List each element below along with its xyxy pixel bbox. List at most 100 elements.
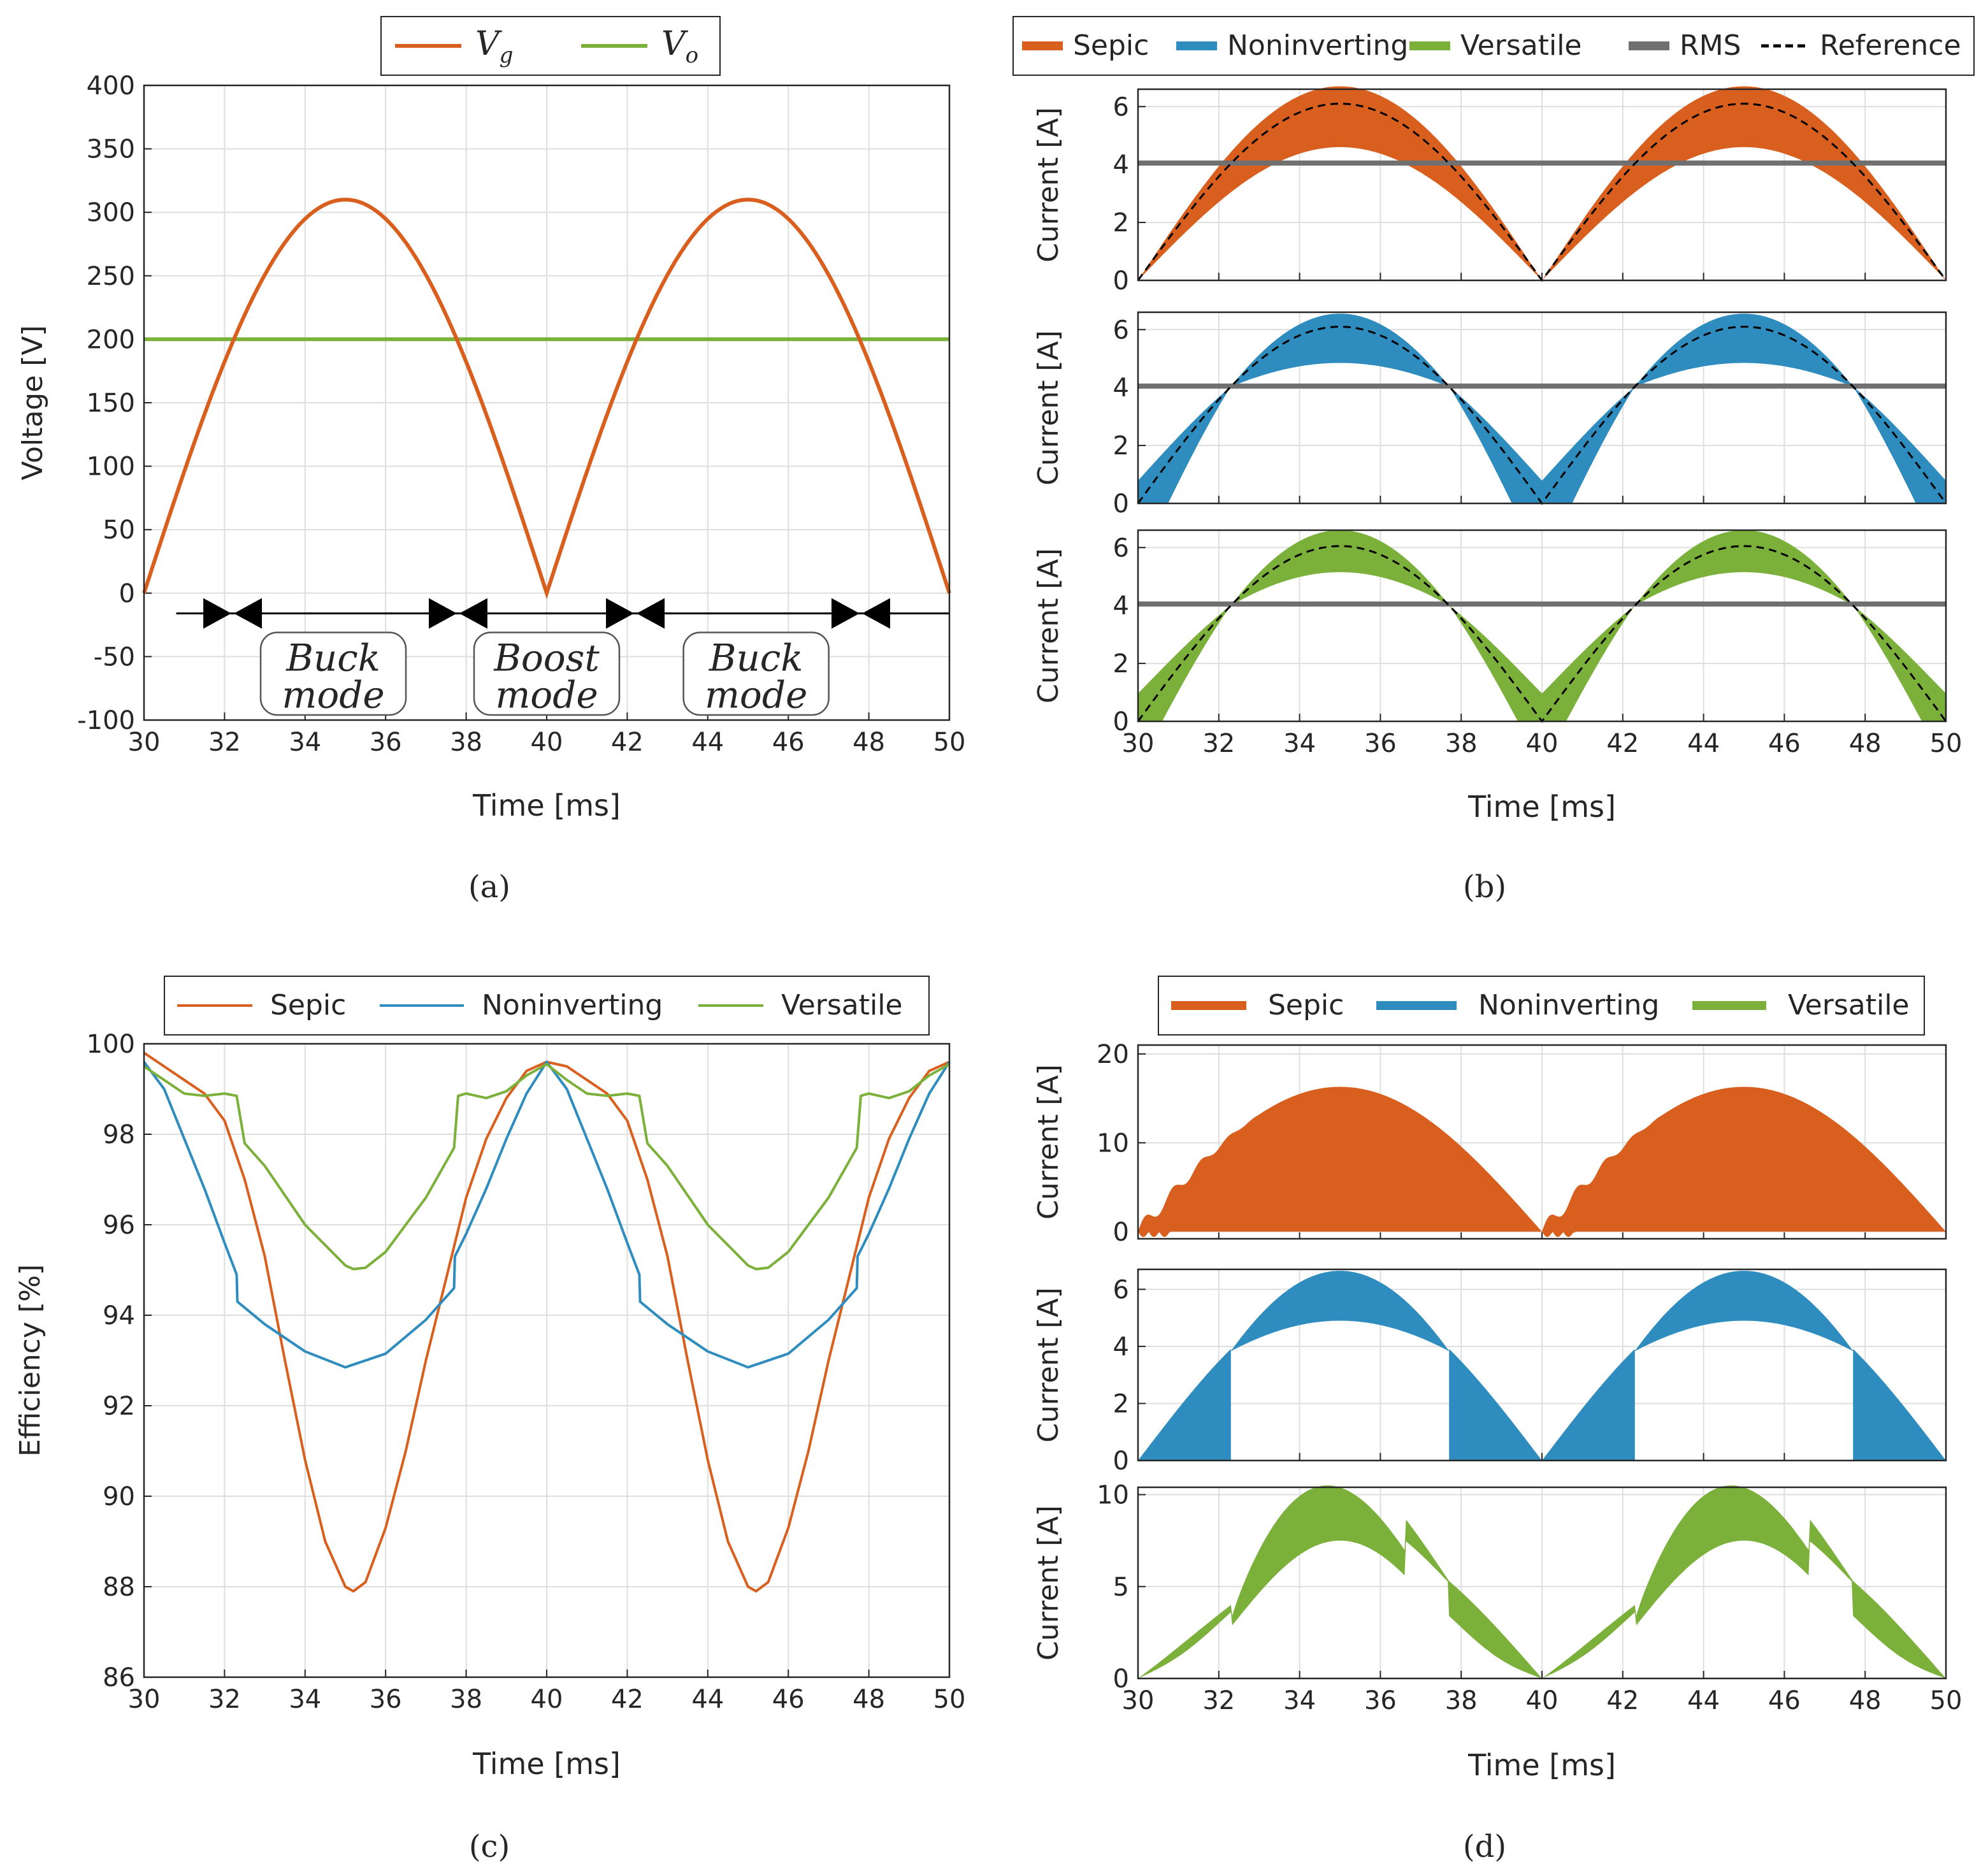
a-mode-label-box: [259, 631, 407, 716]
c-y-tick-label: 92: [103, 1392, 135, 1421]
d2-x-tick-label: 38: [1445, 1686, 1478, 1715]
d2-y-tick-label: 5: [1113, 1573, 1129, 1602]
a-x-tick-label: 46: [772, 728, 805, 757]
b0-current-band: [1542, 86, 1946, 280]
a-legend-symbol: V: [475, 25, 502, 63]
d2-x-tick-label: 30: [1122, 1686, 1155, 1715]
d1-y-tick-label: 0: [1113, 1447, 1129, 1476]
d2-x-tick-label: 42: [1606, 1686, 1639, 1715]
c-x-tick-label: 44: [691, 1685, 724, 1714]
d2-x-tick-label: 32: [1202, 1686, 1235, 1715]
a-y-tick-label: 300: [87, 198, 135, 227]
caption-b: (b): [1463, 869, 1506, 905]
d1-y-tick-label: 4: [1113, 1332, 1129, 1362]
b0-y-tick-label: 4: [1113, 150, 1129, 180]
b2-current-band: [1542, 530, 1946, 721]
c-legend-label: Noninverting: [482, 989, 663, 1021]
c-y-tick-label: 90: [103, 1482, 135, 1512]
a-mode-transition-marker: [606, 598, 665, 629]
d1-y-axis-label: Current [A]: [1032, 1287, 1065, 1443]
b1-current-band: [1542, 314, 1946, 503]
b2-x-tick-label: 38: [1445, 729, 1478, 758]
d2-x-tick-label: 44: [1687, 1686, 1720, 1715]
a-y-tick-label: -100: [77, 706, 135, 735]
a-y-tick-label: 100: [87, 452, 135, 482]
c-y-tick-label: 94: [103, 1301, 135, 1331]
b0-y-axis-label: Current [A]: [1032, 107, 1065, 263]
d0-y-tick-label: 10: [1097, 1129, 1129, 1158]
c-frame: [143, 1043, 951, 1678]
b0-y-tick-label: 0: [1113, 266, 1129, 296]
c-x-tick-label: 38: [450, 1685, 482, 1714]
b1-y-tick-label: 0: [1113, 489, 1129, 519]
a-legend-label: Vg: [475, 25, 513, 68]
c-y-tick-label: 86: [103, 1663, 135, 1692]
b2-y-tick-label: 2: [1113, 649, 1129, 679]
b2-x-tick-label: 42: [1606, 729, 1639, 758]
b2-x-tick-label: 48: [1849, 729, 1882, 758]
c-x-axis-label: Time [ms]: [472, 1747, 621, 1781]
d2-current-band: [1138, 1485, 1542, 1678]
caption-a: (a): [468, 869, 510, 905]
a-x-tick-label: 32: [208, 728, 241, 757]
d2-x-tick-label: 50: [1930, 1686, 1963, 1715]
c-x-tick-label: 46: [772, 1685, 805, 1714]
b-legend-label: Reference: [1820, 29, 1961, 62]
d2-x-tick-label: 34: [1283, 1686, 1316, 1715]
a-y-tick-label: 250: [87, 262, 135, 291]
a-y-tick-label: 0: [119, 579, 135, 609]
a-mode-transition-marker: [428, 598, 487, 629]
a-x-tick-label: 30: [128, 728, 161, 757]
a-mode-name: Buck: [285, 637, 380, 680]
a-mode-name: Buck: [709, 637, 803, 680]
b2-x-tick-label: 50: [1930, 729, 1963, 758]
c-x-tick-label: 32: [208, 1685, 241, 1714]
panel-a-voltage-chart: 30 32 34 36 38 40 42 44 46 48 50 -100 -50 0 50 100 150 20…: [17, 16, 966, 823]
c-x-tick-label: 30: [128, 1685, 161, 1714]
d1-y-tick-label: 6: [1113, 1275, 1129, 1304]
d-legend-box: [1158, 976, 1925, 1035]
b2-x-tick-label: 30: [1122, 729, 1155, 758]
c-y-tick-label: 88: [103, 1573, 135, 1602]
b-legend-label: Sepic: [1073, 29, 1149, 62]
a-y-axis-label: Voltage [V]: [17, 325, 49, 480]
b0-y-tick-label: 2: [1113, 208, 1129, 238]
a-x-tick-label: 48: [853, 728, 885, 757]
a-x-tick-label: 44: [691, 728, 724, 757]
a-mode-word: mode: [282, 674, 384, 717]
c-x-tick-label: 48: [853, 1685, 885, 1714]
d1-current-band: [1853, 1348, 1946, 1461]
a-y-tick-label: 50: [103, 516, 135, 545]
a-y-tick-label: 350: [87, 135, 135, 164]
d2-x-tick-label: 40: [1526, 1686, 1559, 1715]
d-legend-label: Noninverting: [1478, 989, 1659, 1021]
a-x-tick-label: 38: [450, 728, 482, 757]
a-legend-subscript: o: [686, 43, 698, 68]
a-x-axis-label: Time [ms]: [472, 788, 621, 823]
b-legend-label: Versatile: [1460, 29, 1582, 62]
a-series-vg: [142, 198, 951, 600]
b0-frame: [1137, 88, 1947, 282]
d2-y-tick-label: 0: [1113, 1664, 1129, 1694]
d2-x-tick-label: 48: [1849, 1686, 1882, 1715]
d-legend-label: Versatile: [1788, 989, 1910, 1021]
a-y-tick-label: 150: [87, 389, 135, 418]
a-mode-word: mode: [495, 674, 598, 717]
a-mode-label-box: [682, 631, 830, 716]
b2-current-band: [1138, 530, 1542, 721]
c-series-noninverting: [143, 1060, 951, 1369]
a-x-tick-label: 50: [933, 728, 966, 757]
c-x-tick-label: 50: [933, 1685, 966, 1714]
d0-y-tick-label: 20: [1097, 1040, 1129, 1069]
c-legend-label: Versatile: [781, 989, 903, 1021]
d1-current-band: [1542, 1348, 1635, 1461]
d-legend-label: Sepic: [1268, 989, 1344, 1021]
d1-current-band: [1634, 1271, 1854, 1352]
b2-y-axis-label: Current [A]: [1032, 548, 1065, 704]
d2-y-tick-label: 10: [1097, 1481, 1129, 1510]
b2-y-tick-label: 4: [1113, 591, 1129, 621]
a-legend-symbol: V: [661, 25, 688, 63]
b1-y-tick-label: 4: [1113, 373, 1129, 403]
